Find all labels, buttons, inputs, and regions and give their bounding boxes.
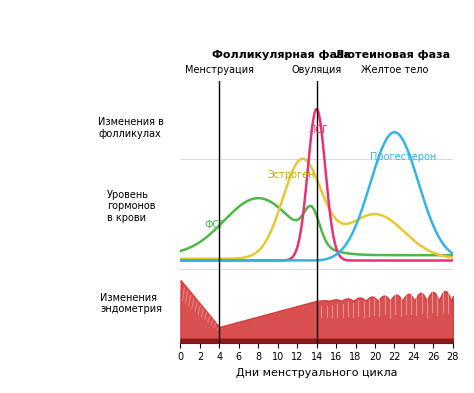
Text: Овуляция: Овуляция <box>292 65 342 75</box>
Text: Фолликулярная фаза: Фолликулярная фаза <box>212 50 351 60</box>
Text: Эстроген: Эстроген <box>268 170 316 180</box>
Text: Лютеиновая фаза: Лютеиновая фаза <box>335 50 450 60</box>
Text: Желтое тело: Желтое тело <box>361 65 428 75</box>
Text: Уровень
гормонов
в крови: Уровень гормонов в крови <box>107 190 155 223</box>
Text: Прогестерон: Прогестерон <box>370 152 437 162</box>
Text: Изменения в
фолликулах: Изменения в фолликулах <box>99 117 164 139</box>
X-axis label: Дни менструального цикла: Дни менструального цикла <box>236 368 397 378</box>
Text: ЛСГ: ЛСГ <box>309 125 329 136</box>
Text: Изменения
эндометрия: Изменения эндометрия <box>100 292 163 314</box>
Text: Менструация: Менструация <box>185 65 254 75</box>
Text: ФСГ: ФСГ <box>205 220 226 230</box>
